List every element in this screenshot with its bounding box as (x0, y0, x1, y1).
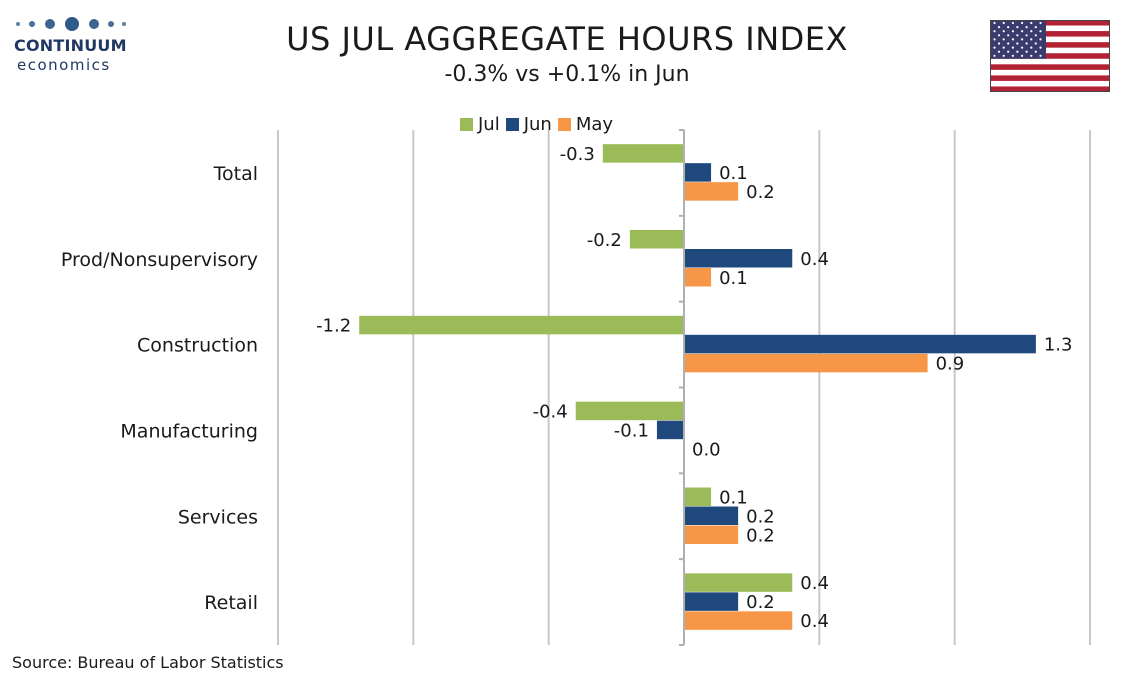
logo-wordmark: CONTINUUM (14, 36, 127, 55)
legend-label-jun: Jun (523, 113, 552, 135)
bar-jul (684, 487, 712, 506)
bar-jul (602, 144, 684, 163)
bar-jun (684, 249, 793, 268)
category-label: Retail (204, 592, 258, 614)
continuum-logo: CONTINUUM economics (12, 14, 142, 76)
legend-item-jul: Jul (460, 114, 500, 135)
bar-may (684, 268, 712, 287)
bar-jul (575, 401, 684, 421)
data-label: -0.1 (614, 420, 649, 441)
data-label: 0.4 (800, 611, 829, 632)
legend-item-jun: Jun (505, 113, 552, 135)
data-label: 0.1 (719, 163, 748, 184)
bar-jul (629, 230, 684, 249)
data-label: 0.0 (692, 439, 721, 460)
category-label: Construction (137, 335, 258, 357)
bar-may (684, 525, 739, 544)
data-label: 0.2 (746, 525, 775, 546)
legend-swatch-jun (505, 117, 519, 131)
logo-subtitle: economics (17, 56, 111, 74)
data-label: 0.1 (719, 487, 748, 508)
bar-jun (684, 592, 739, 611)
bar-jun (684, 506, 739, 525)
source-note: Source: Bureau of Labor Statistics (12, 653, 284, 672)
data-label: 0.4 (800, 249, 829, 270)
bar-jul (359, 315, 684, 335)
legend-swatch-may (557, 117, 571, 131)
bar-may (684, 353, 928, 373)
data-label: 0.9 (936, 354, 965, 375)
us-flag-icon (990, 20, 1110, 92)
data-label: 0.4 (800, 573, 829, 594)
chart-title: US JUL AGGREGATE HOURS INDEX (286, 20, 848, 58)
bar-may (684, 611, 793, 630)
bar-may (684, 182, 739, 201)
category-label: Manufacturing (120, 420, 258, 442)
legend-swatch-jul (460, 117, 473, 131)
category-label: Prod/Nonsupervisory (61, 249, 258, 271)
chart-legend: Jul Jun May (460, 113, 619, 135)
data-label: 1.3 (1044, 335, 1073, 356)
category-label: Total (213, 163, 258, 185)
data-label: 0.2 (746, 182, 775, 203)
data-label: -0.2 (587, 230, 622, 251)
bar-jun (656, 420, 684, 440)
category-label: Services (178, 506, 258, 528)
legend-label-may: May (575, 113, 614, 135)
data-label: 0.2 (746, 506, 775, 527)
legend-item-may: May (557, 113, 614, 135)
data-label: 0.2 (746, 592, 775, 613)
data-label: -1.2 (316, 316, 351, 337)
logo-dots-icon (16, 17, 126, 31)
legend-label-jul: Jul (478, 113, 500, 135)
bar-jul (684, 573, 793, 592)
chart-subtitle: -0.3% vs +0.1% in Jun (444, 62, 690, 87)
data-label: -0.3 (560, 144, 595, 165)
bar-jun (684, 334, 1036, 354)
data-label: 0.1 (719, 268, 748, 289)
bar-jun (684, 163, 712, 182)
data-label: -0.4 (533, 401, 568, 422)
